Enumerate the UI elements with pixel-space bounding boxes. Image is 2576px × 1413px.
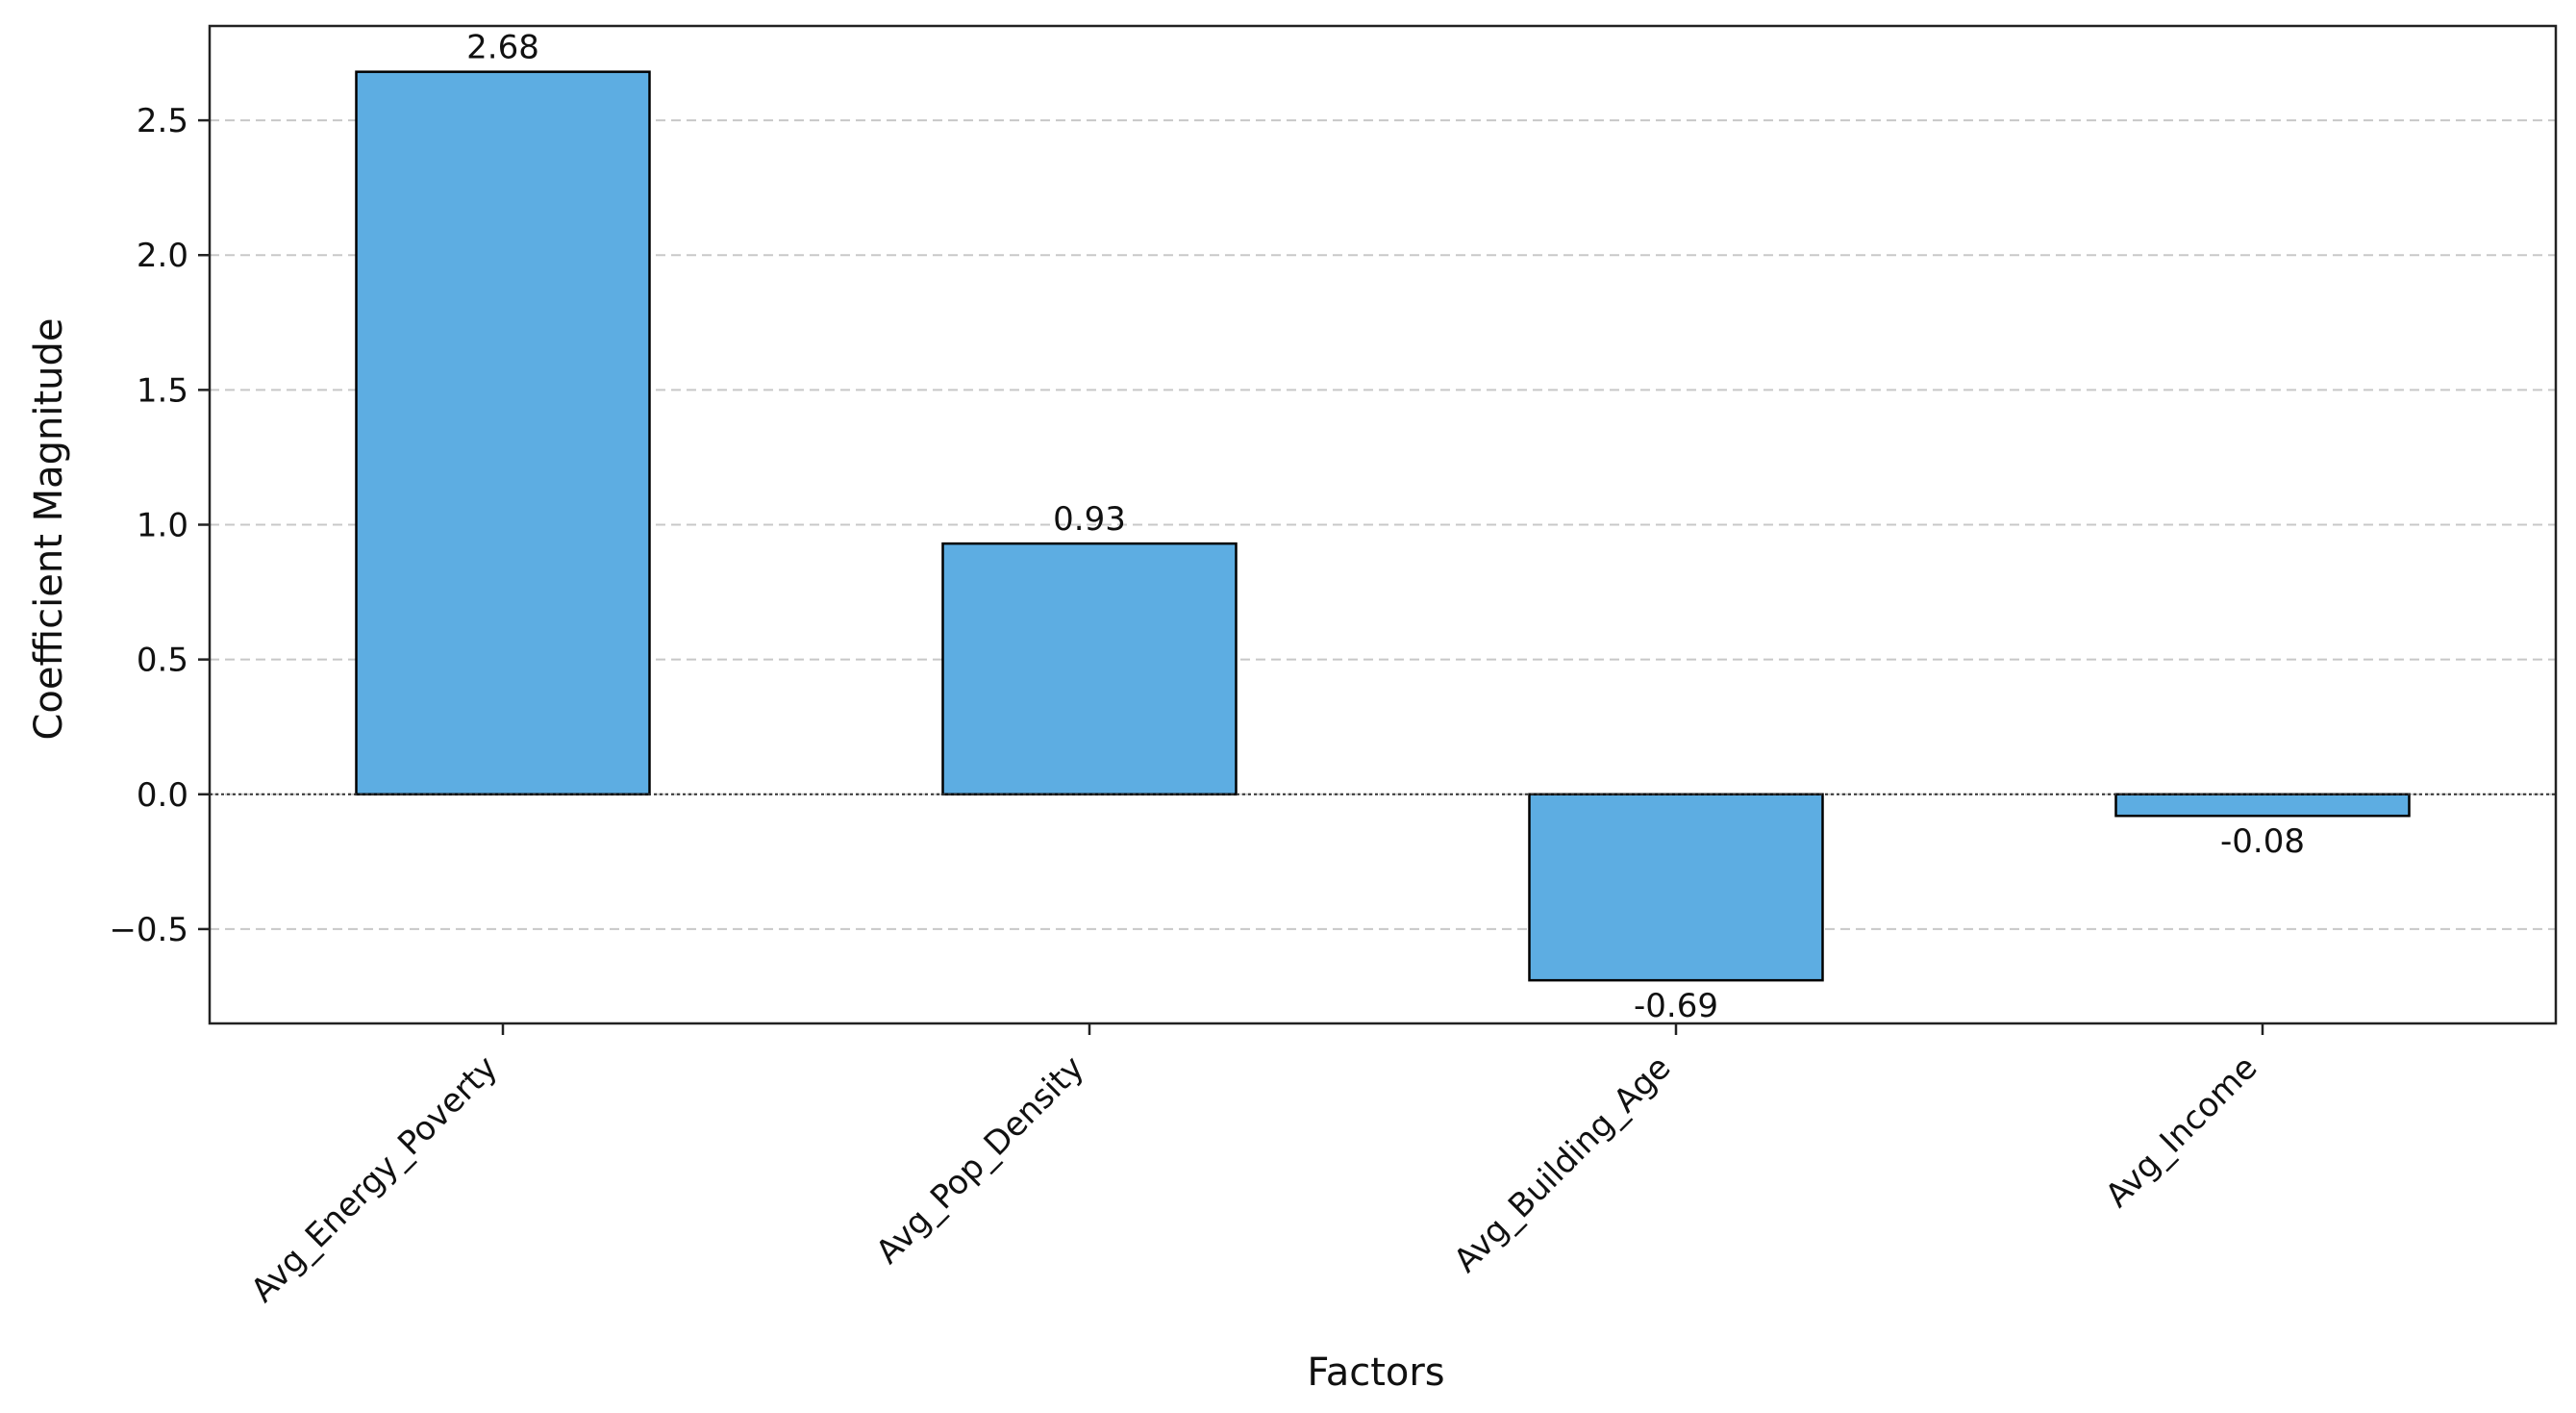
data-labels-layer: 2.68 0.93 -0.69 -0.08	[466, 29, 2305, 1026]
bar-value-label: 2.68	[466, 29, 539, 67]
bar-value-label: 0.93	[1053, 500, 1126, 539]
x-tick-label: Avg_Building_Age	[1446, 1048, 1678, 1280]
bar-avg-income	[2114, 793, 2411, 818]
y-tick-label: 0.5	[137, 642, 188, 680]
y-tick-label: −0.5	[109, 911, 188, 949]
y-tick-label: 1.0	[137, 507, 188, 545]
bar-value-label: -0.69	[1634, 987, 1718, 1025]
x-axis-title: Factors	[1307, 1350, 1444, 1395]
y-tick-label: 2.0	[137, 237, 188, 275]
y-tick-label: 2.5	[137, 102, 188, 140]
bar-value-label: -0.08	[2220, 822, 2305, 861]
y-tick-label: 0.0	[137, 776, 188, 815]
x-tick-label: Avg_Pop_Density	[868, 1048, 1091, 1272]
bars-layer	[355, 70, 2411, 982]
y-tick-label: 1.5	[137, 371, 188, 410]
bar-avg-energy-poverty	[355, 70, 651, 796]
x-tick-label: Avg_Income	[2098, 1048, 2264, 1215]
y-axis-title: Coefficient Magnitude	[27, 317, 71, 740]
x-tick-label: Avg_Energy_Poverty	[243, 1048, 505, 1310]
bar-avg-building-age	[1528, 793, 1824, 982]
bar-avg-pop-density	[941, 542, 1238, 796]
